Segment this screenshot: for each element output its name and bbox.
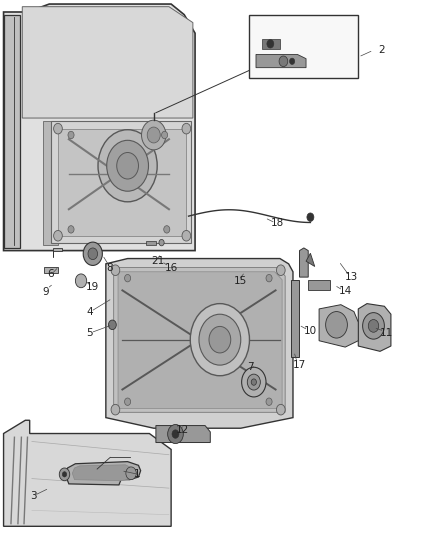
Polygon shape — [261, 38, 280, 49]
Circle shape — [368, 319, 379, 332]
Polygon shape — [53, 248, 62, 257]
Text: 15: 15 — [234, 276, 247, 286]
Circle shape — [190, 304, 250, 376]
Circle shape — [307, 213, 314, 221]
Polygon shape — [44, 266, 58, 273]
Text: 14: 14 — [339, 286, 352, 296]
Text: 19: 19 — [86, 281, 99, 292]
Circle shape — [164, 225, 170, 233]
Polygon shape — [300, 248, 308, 277]
Circle shape — [68, 131, 74, 139]
Circle shape — [266, 398, 272, 406]
Circle shape — [117, 152, 138, 179]
Circle shape — [182, 230, 191, 241]
Circle shape — [182, 123, 191, 134]
Polygon shape — [43, 120, 58, 245]
Circle shape — [98, 130, 157, 202]
Circle shape — [68, 225, 74, 233]
Circle shape — [199, 314, 241, 365]
Polygon shape — [72, 465, 135, 481]
Bar — [291, 280, 299, 357]
Polygon shape — [106, 259, 293, 428]
Bar — [250, 14, 358, 78]
Circle shape — [83, 242, 102, 265]
Circle shape — [111, 265, 120, 276]
Text: 21: 21 — [152, 256, 165, 266]
Circle shape — [209, 326, 231, 353]
Circle shape — [363, 313, 385, 339]
Polygon shape — [51, 120, 191, 243]
Polygon shape — [319, 305, 358, 347]
Text: 10: 10 — [304, 326, 317, 336]
Polygon shape — [66, 462, 141, 485]
Circle shape — [107, 140, 148, 191]
Polygon shape — [114, 268, 285, 413]
Circle shape — [141, 120, 166, 150]
Circle shape — [75, 274, 87, 288]
Circle shape — [276, 265, 285, 276]
Circle shape — [162, 131, 168, 139]
Polygon shape — [308, 280, 330, 290]
Circle shape — [266, 274, 272, 282]
Circle shape — [111, 405, 120, 415]
Circle shape — [124, 398, 131, 406]
Circle shape — [147, 127, 160, 143]
Polygon shape — [4, 14, 20, 248]
Circle shape — [325, 312, 347, 338]
Polygon shape — [22, 7, 193, 118]
Circle shape — [59, 468, 70, 481]
Circle shape — [62, 472, 67, 477]
Circle shape — [251, 379, 256, 385]
Circle shape — [172, 430, 179, 438]
Circle shape — [168, 424, 184, 443]
Circle shape — [247, 374, 260, 390]
Text: 12: 12 — [176, 425, 189, 435]
Circle shape — [159, 239, 164, 246]
Circle shape — [276, 405, 285, 415]
Polygon shape — [156, 425, 210, 442]
Circle shape — [279, 56, 288, 67]
Polygon shape — [58, 128, 186, 236]
Circle shape — [290, 58, 295, 64]
Circle shape — [88, 248, 98, 260]
Circle shape — [242, 367, 266, 397]
Text: 13: 13 — [345, 272, 358, 282]
Text: 3: 3 — [30, 490, 36, 500]
Circle shape — [53, 123, 62, 134]
Text: 5: 5 — [86, 328, 93, 338]
Text: 17: 17 — [293, 360, 306, 369]
Text: 2: 2 — [378, 45, 385, 55]
Text: 8: 8 — [106, 263, 113, 272]
Text: 1: 1 — [134, 470, 141, 479]
Circle shape — [124, 274, 131, 282]
Text: 18: 18 — [271, 218, 284, 228]
Circle shape — [267, 39, 274, 48]
Text: 11: 11 — [380, 328, 393, 338]
Polygon shape — [4, 4, 195, 251]
Polygon shape — [146, 241, 156, 245]
Circle shape — [126, 467, 136, 480]
Polygon shape — [4, 420, 171, 526]
Polygon shape — [306, 253, 315, 266]
Text: 6: 6 — [47, 270, 54, 279]
Text: 16: 16 — [165, 263, 178, 272]
Circle shape — [53, 230, 62, 241]
Circle shape — [109, 320, 116, 329]
Text: 7: 7 — [247, 362, 254, 372]
Text: 9: 9 — [43, 287, 49, 297]
Polygon shape — [118, 272, 282, 409]
Text: 4: 4 — [86, 306, 93, 317]
Polygon shape — [256, 54, 306, 68]
Polygon shape — [358, 304, 391, 351]
